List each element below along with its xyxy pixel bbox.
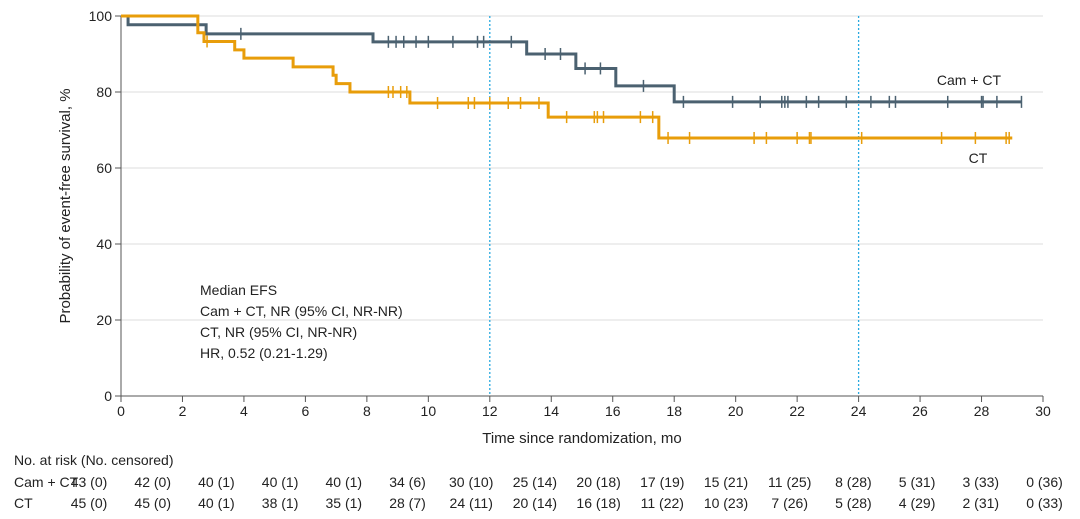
y-tick-label: 60 (96, 160, 112, 176)
x-tick-label: 30 (1035, 403, 1051, 419)
risk-cell: 40 (1) (198, 495, 235, 511)
risk-cell: 35 (1) (326, 495, 363, 511)
y-tick-label: 0 (104, 388, 112, 404)
x-tick-label: 18 (666, 403, 682, 419)
x-tick-label: 28 (974, 403, 990, 419)
series-label-ct: CT (969, 150, 988, 166)
annotation-line: CT, NR (95% CI, NR-NR) (200, 324, 357, 340)
y-axis-label: Probability of event-free survival, % (57, 88, 74, 323)
risk-cell: 4 (29) (899, 495, 936, 511)
risk-cell: 7 (26) (771, 495, 808, 511)
y-tick-label: 100 (89, 8, 113, 24)
risk-cell: 2 (31) (963, 495, 1000, 511)
risk-cell: 40 (1) (326, 474, 363, 490)
risk-table: No. at risk (No. censored) Cam + CT CT 4… (14, 452, 1063, 511)
risk-cell: 40 (1) (198, 474, 235, 490)
risk-cell: 42 (0) (134, 474, 171, 490)
risk-cell: 11 (25) (768, 474, 811, 490)
risk-cell: 20 (18) (576, 474, 620, 490)
survival-curves (121, 14, 1023, 144)
y-tick-label: 20 (96, 312, 112, 328)
x-tick-label: 20 (728, 403, 744, 419)
risk-cell: 43 (0) (71, 474, 108, 490)
risk-cell: 24 (11) (450, 495, 493, 511)
x-tick-label: 2 (179, 403, 187, 419)
risk-cell: 10 (23) (704, 495, 748, 511)
km-curve-cam-ct (121, 14, 1022, 104)
x-tick-label: 24 (851, 403, 867, 419)
x-tick-label: 10 (421, 403, 437, 419)
risk-cell: 16 (18) (576, 495, 620, 511)
median-efs-annotation: Median EFS Cam + CT, NR (95% CI, NR-NR) … (200, 282, 403, 361)
y-tick-label: 40 (96, 236, 112, 252)
risk-cell: 38 (1) (262, 495, 299, 511)
risk-row-label: Cam + CT (14, 474, 79, 490)
risk-cell: 34 (6) (389, 474, 426, 490)
annotation-line: Median EFS (200, 282, 277, 298)
risk-cell: 20 (14) (513, 495, 557, 511)
risk-row-label: CT (14, 495, 33, 511)
x-tick-label: 4 (240, 403, 248, 419)
risk-cell: 45 (0) (71, 495, 108, 511)
series-label-cam-ct: Cam + CT (937, 72, 1002, 88)
annotation-line: Cam + CT, NR (95% CI, NR-NR) (200, 303, 403, 319)
risk-cell: 8 (28) (835, 474, 872, 490)
x-tick-label: 8 (363, 403, 371, 419)
x-axis-label: Time since randomization, mo (482, 430, 682, 447)
x-tick-label: 16 (605, 403, 621, 419)
risk-cell: 5 (31) (899, 474, 936, 490)
risk-cell: 45 (0) (134, 495, 171, 511)
risk-cell: 30 (10) (449, 474, 493, 490)
risk-cell: 17 (19) (640, 474, 684, 490)
risk-cell: 25 (14) (513, 474, 557, 490)
risk-cell: 0 (33) (1026, 495, 1063, 511)
risk-table-title: No. at risk (No. censored) (14, 452, 174, 468)
km-curve-ct (121, 14, 1013, 140)
y-tick-label: 80 (96, 84, 112, 100)
risk-cell: 40 (1) (262, 474, 299, 490)
x-tick-label: 14 (543, 403, 559, 419)
risk-cell: 3 (33) (963, 474, 1000, 490)
risk-cell: 28 (7) (389, 495, 426, 511)
gridlines (121, 15, 1043, 321)
x-tick-label: 22 (789, 403, 805, 419)
reference-lines (489, 16, 860, 396)
x-tick-label: 26 (912, 403, 928, 419)
risk-cell: 11 (22) (641, 495, 684, 511)
x-tick-label: 0 (117, 403, 125, 419)
annotation-line: HR, 0.52 (0.21-1.29) (200, 345, 328, 361)
risk-cell: 15 (21) (704, 474, 748, 490)
x-tick-label: 6 (302, 403, 310, 419)
risk-cell: 0 (36) (1026, 474, 1063, 490)
x-tick-label: 12 (482, 403, 498, 419)
risk-cell: 5 (28) (835, 495, 872, 511)
